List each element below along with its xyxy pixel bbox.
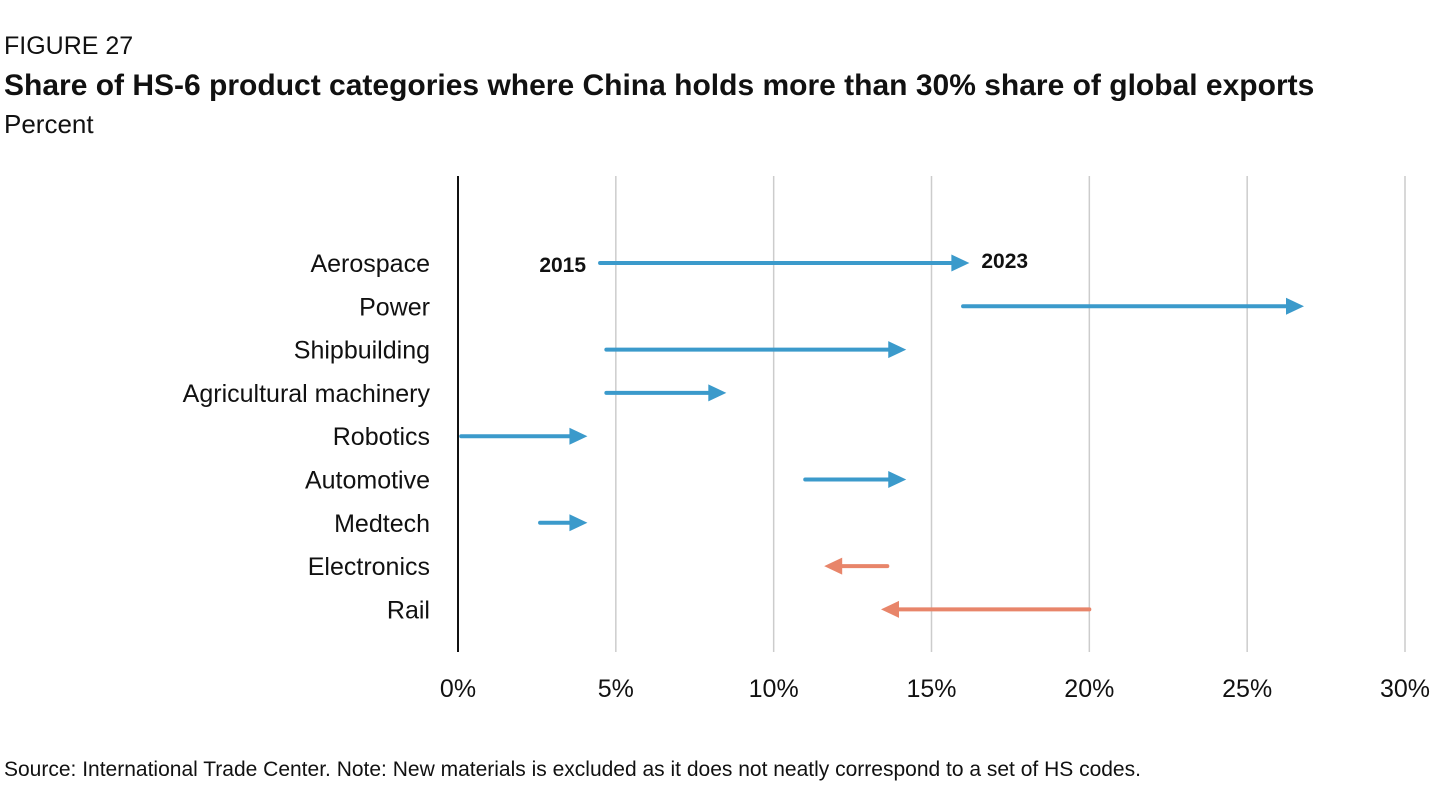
figure-label: FIGURE 27	[4, 32, 134, 60]
start-year-label: 2015	[539, 254, 586, 277]
source-note: Source: International Trade Center. Note…	[4, 758, 1141, 781]
x-tick-label: 20%	[1064, 675, 1114, 703]
arrow-head	[824, 557, 843, 575]
category-label: Electronics	[308, 553, 430, 581]
chart-title: Share of HS-6 product categories where C…	[4, 69, 1315, 102]
category-label: Shipbuilding	[294, 337, 430, 365]
x-tick-label: 30%	[1380, 675, 1430, 703]
arrow-head	[569, 514, 588, 532]
arrow-head	[888, 471, 907, 488]
category-label: Aerospace	[310, 250, 430, 278]
x-tick-label: 5%	[598, 675, 634, 703]
x-tick-label: 10%	[749, 675, 799, 703]
arrow-head	[708, 384, 727, 402]
arrow-head	[880, 600, 899, 618]
category-label: Rail	[387, 596, 430, 624]
category-label: Automotive	[305, 467, 430, 495]
chart-subtitle: Percent	[4, 109, 94, 139]
arrow-head	[569, 427, 588, 445]
category-label: Robotics	[333, 423, 430, 451]
category-label: Medtech	[334, 510, 430, 538]
x-tick-label: 25%	[1222, 675, 1272, 703]
arrow-head	[1285, 297, 1304, 315]
end-year-label: 2023	[981, 250, 1028, 273]
arrow-head	[888, 341, 907, 359]
arrow-head	[951, 254, 970, 272]
category-label: Agricultural machinery	[183, 380, 431, 408]
x-tick-label: 15%	[906, 675, 956, 703]
x-tick-label: 0%	[440, 675, 476, 703]
category-label: Power	[359, 293, 430, 321]
